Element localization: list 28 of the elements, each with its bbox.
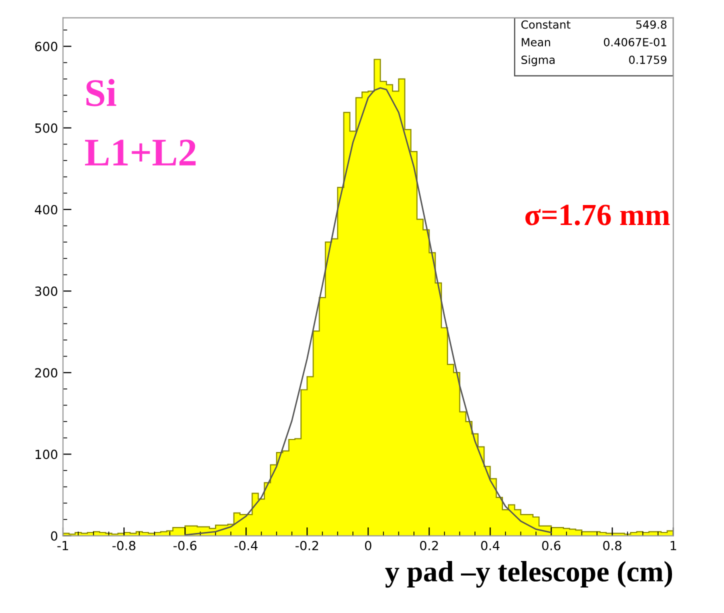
- x-tick-label: 0.2: [420, 540, 438, 550]
- x-tick-label: -0.2: [296, 540, 318, 550]
- x-tick-label: 0.8: [603, 540, 622, 550]
- annotation: σ=1.76 mm: [525, 204, 670, 226]
- y-tick-label: 500: [35, 123, 58, 133]
- x-axis-title: y pad –y telescope (cm): [385, 561, 672, 588]
- x-tick-label: -0.6: [173, 540, 196, 550]
- annotation: Constant: [521, 20, 570, 29]
- y-tick-label: 400: [34, 204, 58, 214]
- y-tick-label: 100: [36, 450, 58, 460]
- x-tick-label: 0.4: [481, 540, 500, 550]
- annotation: 549.8: [636, 20, 666, 29]
- x-tick-label: 0.6: [542, 540, 560, 550]
- y-tick-label: 200: [35, 368, 58, 378]
- x-tick-label: -0.4: [234, 540, 258, 550]
- annotation: 0.4067E-01: [604, 38, 666, 46]
- x-tick-label: 1: [670, 541, 676, 550]
- y-tick-label: 600: [35, 42, 58, 52]
- x-tick-label: -0.8: [112, 540, 136, 550]
- annotation: Sigma: [521, 55, 555, 66]
- x-tick-label: -1: [57, 541, 68, 550]
- annotation: L1+L2: [85, 140, 196, 166]
- annotation: Mean: [522, 38, 550, 46]
- y-tick-label: 300: [35, 286, 58, 296]
- y-tick-label: 0: [51, 531, 58, 541]
- annotation: 0.1759: [629, 56, 666, 64]
- x-tick-label: 0: [365, 540, 372, 550]
- annotation: Si: [86, 78, 116, 106]
